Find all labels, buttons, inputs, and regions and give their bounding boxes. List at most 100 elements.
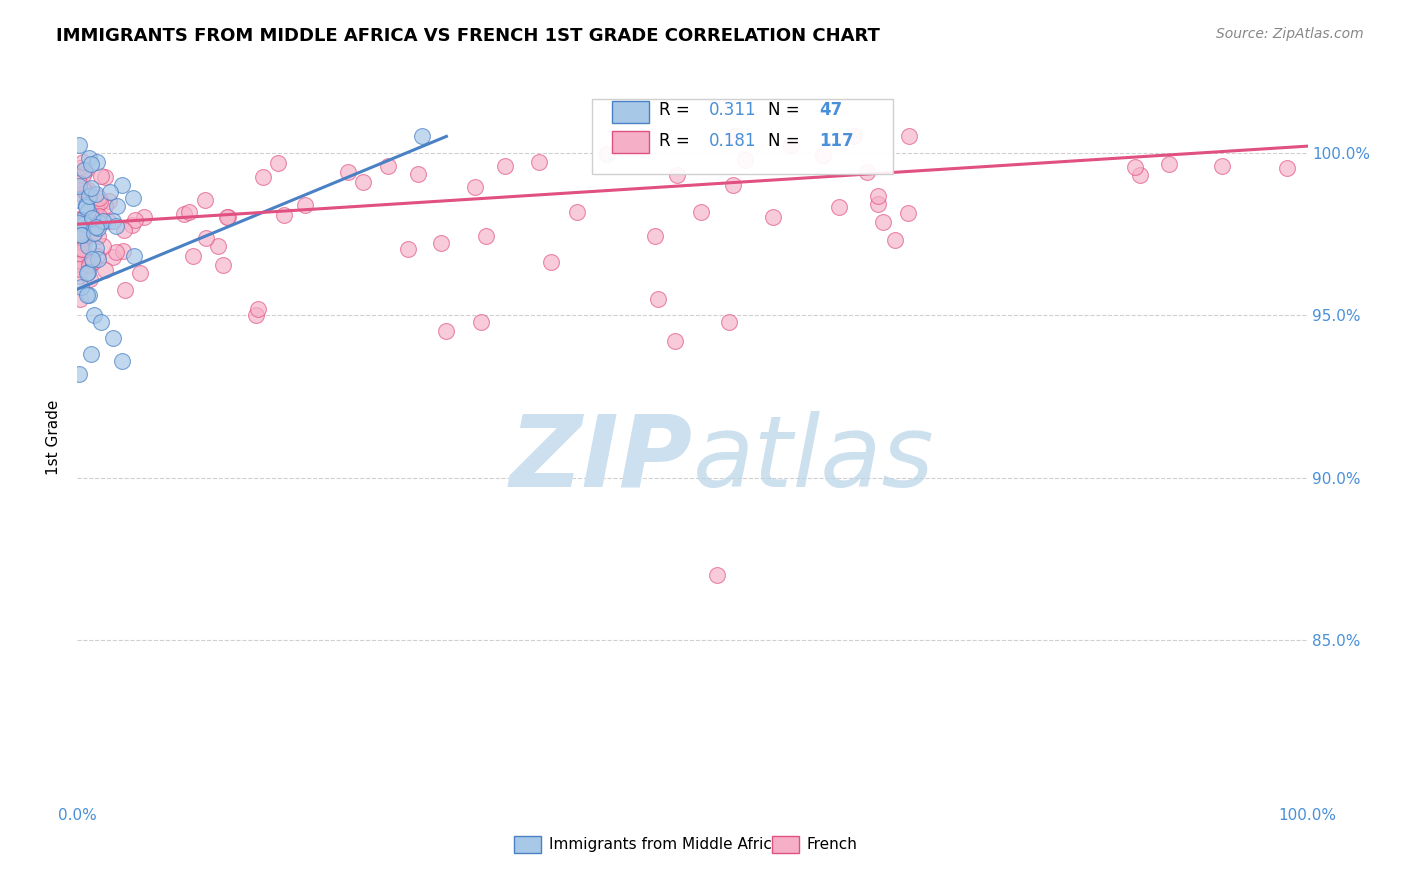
Point [76,239,98,253]
Point [97,214,120,228]
Point [73,217,96,231]
Point [67,176,90,190]
Point [855,165,877,179]
Text: Immigrants from Middle Africa: Immigrants from Middle Africa [548,837,780,852]
Text: R =: R = [659,101,695,120]
Point [114,283,136,297]
Point [252,169,274,184]
Point [723,129,745,144]
Bar [515,837,541,853]
Point [90,169,112,183]
Point [67,179,90,194]
Point [72,155,94,169]
Point [84,241,107,255]
Text: French: French [807,837,858,852]
Point [69,367,91,381]
Point [377,159,399,173]
Point [93,263,115,277]
Point [87,252,110,266]
Point [67,216,90,230]
Point [706,568,728,582]
Point [67,261,90,276]
Point [128,266,150,280]
Point [67,226,90,240]
Point [77,288,100,302]
Point [565,204,588,219]
Point [1125,160,1147,174]
Point [70,235,93,250]
Point [80,347,103,361]
Point [87,213,110,227]
Point [73,236,96,251]
Point [665,168,688,182]
Point [90,315,112,329]
Point [1211,159,1233,173]
Point [80,181,103,195]
Point [872,215,894,229]
Point [215,210,238,224]
Point [84,186,107,201]
Point [69,292,91,306]
Point [647,292,669,306]
Point [1157,156,1180,170]
Point [406,167,429,181]
Bar [613,131,650,153]
Point [103,250,125,264]
Point [84,219,107,234]
Point [75,200,97,214]
Point [73,185,96,199]
Point [734,153,756,167]
Point [595,147,617,161]
Point [110,353,132,368]
Point [723,178,745,193]
Point [87,191,110,205]
Point [122,249,145,263]
Point [67,269,90,284]
Point [717,315,740,329]
Point [76,203,98,218]
Text: 117: 117 [820,132,853,150]
Point [75,228,97,243]
Point [868,189,890,203]
Point [77,258,100,272]
Point [179,205,201,219]
Point [464,180,486,194]
Point [79,271,101,285]
Point [470,315,492,329]
Point [689,205,711,219]
Text: ZIP: ZIP [509,410,693,508]
Point [70,280,93,294]
Text: IMMIGRANTS FROM MIDDLE AFRICA VS FRENCH 1ST GRADE CORRELATION CHART: IMMIGRANTS FROM MIDDLE AFRICA VS FRENCH … [56,27,880,45]
Point [89,194,111,209]
Point [98,194,121,208]
Point [69,228,91,243]
Point [121,219,143,233]
Point [122,191,145,205]
Point [411,129,433,144]
Point [72,216,94,230]
Point [77,151,100,165]
Point [83,308,105,322]
Point [86,249,108,263]
Point [527,155,550,169]
Point [897,129,920,144]
Point [883,233,905,247]
Point [644,228,666,243]
Point [67,212,90,227]
Point [84,200,107,214]
Point [72,182,94,196]
Point [83,200,105,214]
Point [67,253,90,268]
Point [429,235,451,250]
Point [67,211,90,226]
Point [112,244,135,259]
Bar [613,101,650,122]
Point [76,266,98,280]
Point [828,200,851,214]
Point [77,265,100,279]
Point [80,210,103,224]
Text: 0.311: 0.311 [709,101,756,120]
Point [664,334,686,348]
Point [98,185,121,199]
Point [494,159,516,173]
